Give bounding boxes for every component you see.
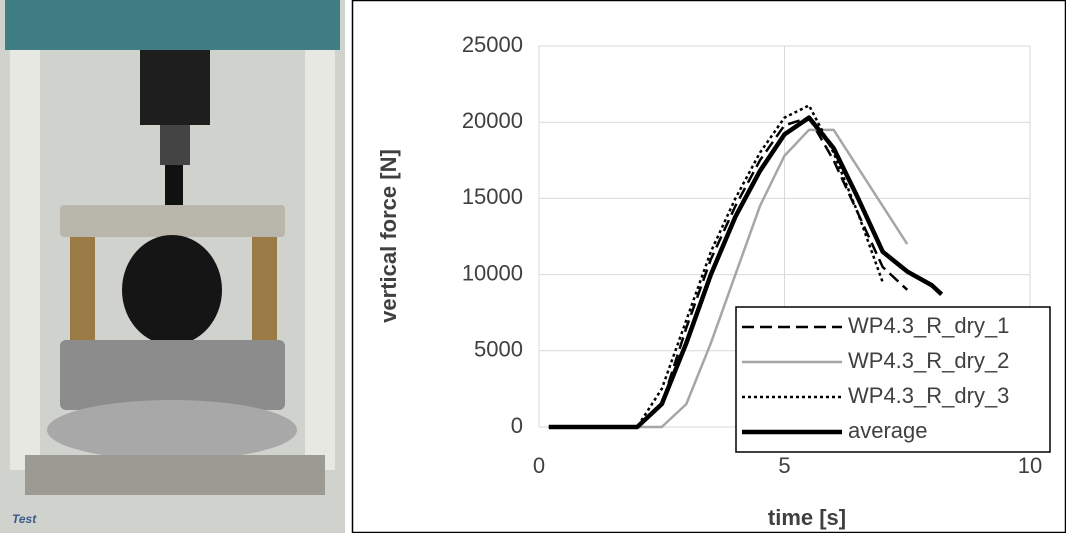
legend: WP4.3_R_dry_1 WP4.3_R_dry_2 WP4.3_R_dry_3a… (735, 306, 1051, 453)
y-tick-label: 20000 (462, 108, 523, 133)
piston (165, 165, 183, 210)
spring-column (252, 237, 277, 347)
legend-label: WP4.3_R_dry_1 (848, 313, 1009, 338)
series-line (548, 115, 944, 430)
table (25, 455, 325, 495)
actuator (140, 50, 210, 125)
spring-column (70, 237, 95, 347)
legend-label: WP4.3_R_dry_2 (848, 348, 1009, 373)
machine-column (10, 50, 40, 470)
specimen (122, 235, 222, 345)
crosshead (60, 205, 285, 237)
series-line (548, 104, 884, 429)
base-plate (47, 400, 297, 460)
y-tick-label: 0 (511, 413, 523, 438)
photo-label: Test (12, 512, 37, 526)
base-fixture (60, 340, 285, 410)
photo: Test (0, 0, 345, 533)
legend-label: WP4.3_R_dry_3 (848, 383, 1009, 408)
machine-top (5, 0, 340, 50)
x-tick-label: 5 (778, 453, 790, 478)
actuator-rod (160, 125, 190, 165)
y-axis-label: vertical force [N] (376, 149, 401, 323)
machine-column (305, 50, 335, 470)
x-axis-label: time [s] (768, 505, 846, 530)
legend-label: average (848, 418, 928, 443)
legend-box (735, 306, 1051, 453)
x-tick-label: 0 (533, 453, 545, 478)
y-tick-label: 25000 (462, 32, 523, 57)
y-tick-label: 15000 (462, 184, 523, 209)
y-tick-label: 10000 (462, 260, 523, 285)
series-line (548, 128, 909, 429)
x-tick-label: 10 (1018, 453, 1042, 478)
y-tick-label: 5000 (474, 337, 523, 362)
